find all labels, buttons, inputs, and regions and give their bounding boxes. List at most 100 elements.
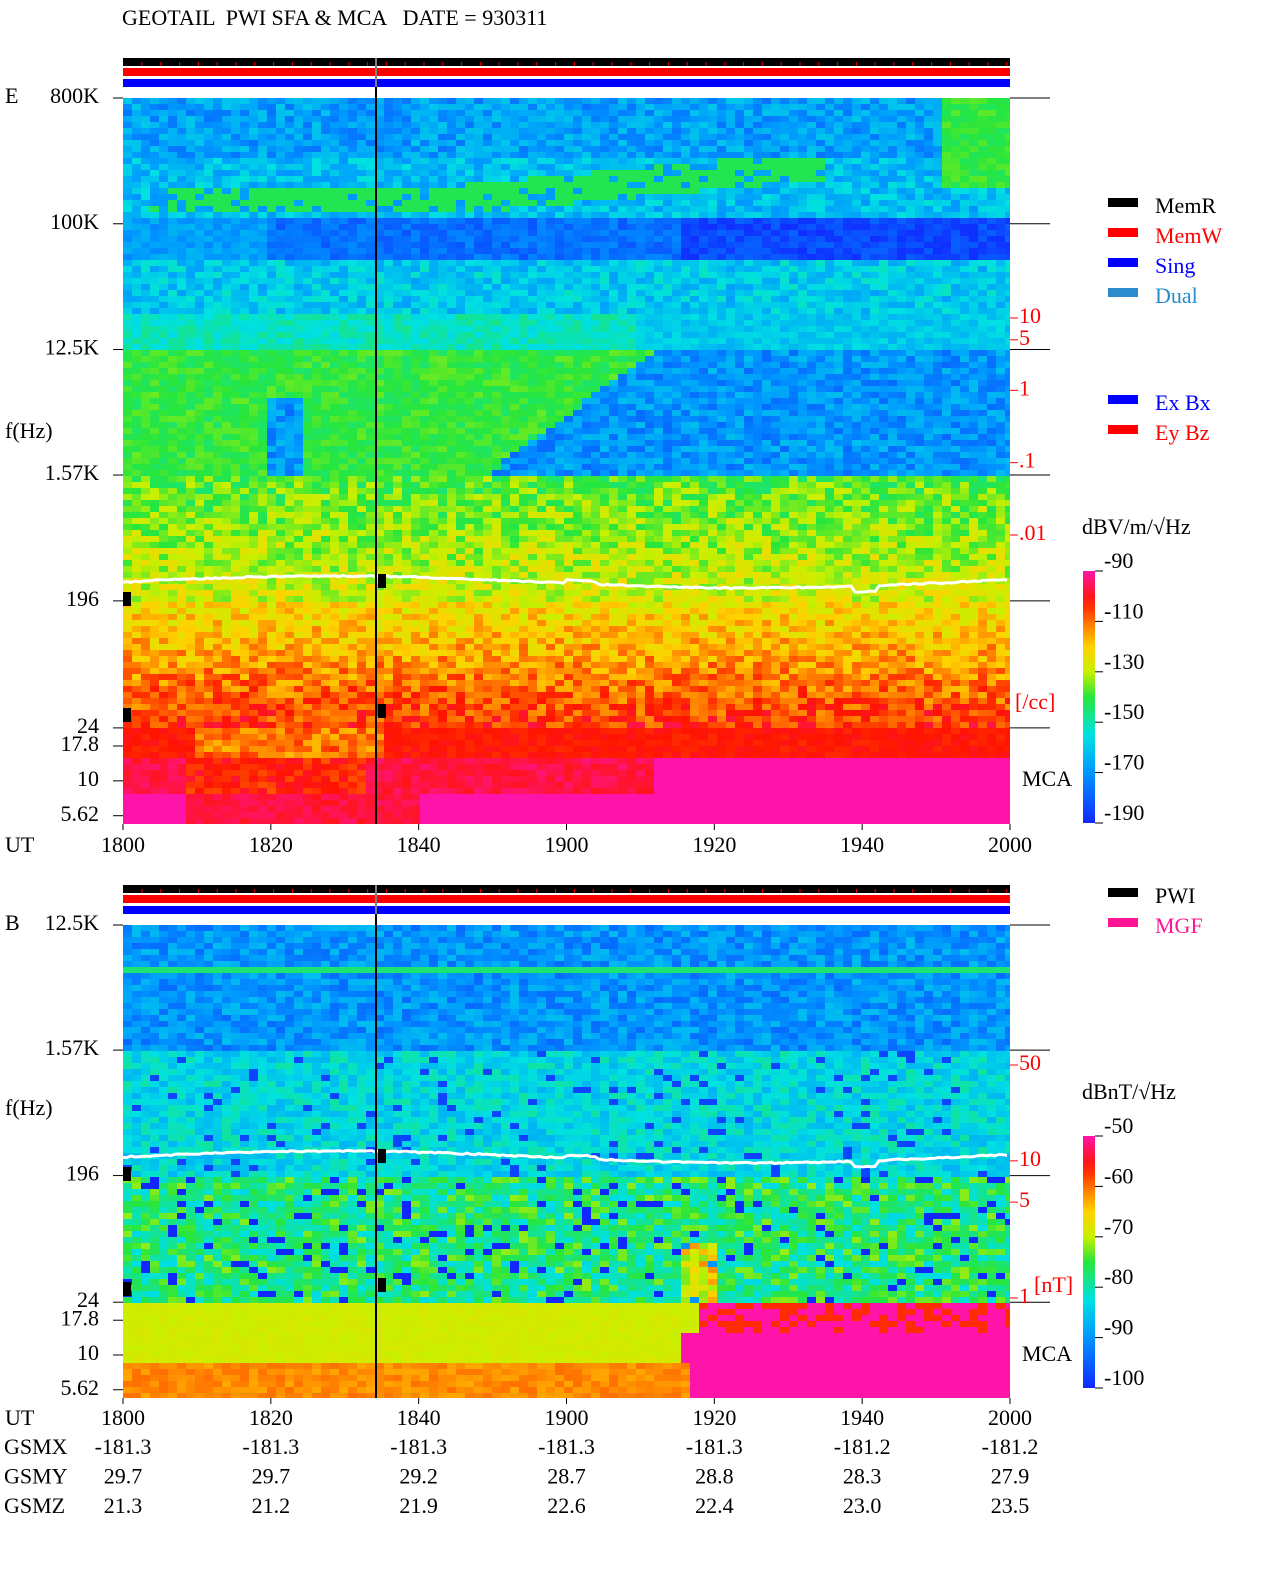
spectrogram-cell xyxy=(258,260,268,267)
spectrogram-cell xyxy=(339,122,349,129)
spectrogram-cell xyxy=(501,224,511,231)
spectrogram-cell xyxy=(150,194,160,201)
spectrogram-cell xyxy=(816,344,826,351)
spectrogram-cell xyxy=(285,362,295,369)
spectrogram-cell xyxy=(879,116,889,123)
spectrogram-cell xyxy=(537,224,547,231)
spectrogram-cell xyxy=(501,200,511,207)
spectrogram-cell xyxy=(312,350,322,357)
spectrogram-cell xyxy=(195,218,205,225)
spectrogram-cell xyxy=(699,350,709,357)
spectrogram-cell xyxy=(753,278,763,285)
spectrogram-cell xyxy=(420,188,430,195)
spectrogram-cell xyxy=(771,368,781,375)
spectrogram-cell xyxy=(303,398,313,405)
spectrogram-cell xyxy=(213,344,223,351)
spectrogram-cell xyxy=(726,224,736,231)
spectrogram-cell xyxy=(510,302,520,309)
spectrogram-cell xyxy=(177,230,187,237)
spectrogram-cell xyxy=(339,248,349,255)
spectrogram-cell xyxy=(609,320,619,327)
spectrogram-cell xyxy=(411,122,421,129)
spectrogram-cell xyxy=(321,188,331,195)
spectrogram-cell xyxy=(465,308,475,315)
spectrogram-cell xyxy=(528,98,538,105)
spectrogram-cell xyxy=(996,350,1006,357)
spectrogram-cell xyxy=(789,176,799,183)
spectrogram-cell xyxy=(132,188,142,195)
spectrogram-cell xyxy=(240,380,250,387)
spectrogram-cell xyxy=(888,140,898,147)
spectrogram-cell xyxy=(168,314,178,321)
spectrogram-cell xyxy=(789,212,799,219)
spectrogram-cell xyxy=(303,170,313,177)
spectrogram-cell xyxy=(870,158,880,165)
spectrogram-cell xyxy=(690,236,700,243)
spectrogram-cell xyxy=(447,284,457,291)
spectrogram-cell xyxy=(1005,386,1010,393)
spectrogram-cell xyxy=(393,164,403,171)
spectrogram-cell xyxy=(240,260,250,267)
spectrogram-cell xyxy=(735,344,745,351)
spectrogram-cell xyxy=(870,242,880,249)
spectrogram-cell xyxy=(744,146,754,153)
spectrogram-cell xyxy=(240,290,250,297)
spectrogram-cell xyxy=(519,122,529,129)
spectrogram-cell xyxy=(132,272,142,279)
spectrogram-cell xyxy=(636,362,646,369)
spectrogram-cell xyxy=(231,134,241,141)
spectrogram-cell xyxy=(555,290,565,297)
spectrogram-cell xyxy=(708,266,718,273)
spectrogram-cell xyxy=(897,230,907,237)
spectrogram-cell xyxy=(942,146,952,153)
spectrogram-cell xyxy=(879,356,889,363)
spectrogram-cell xyxy=(483,302,493,309)
spectrogram-cell xyxy=(474,122,484,129)
spectrogram-cell xyxy=(213,332,223,339)
spectrogram-cell xyxy=(609,182,619,189)
spectrogram-cell xyxy=(429,170,439,177)
spectrogram-cell xyxy=(222,140,232,147)
spectrogram-cell xyxy=(1005,170,1010,177)
spectrogram-cell xyxy=(690,326,700,333)
spectrogram-cell xyxy=(879,344,889,351)
spectrogram-cell xyxy=(591,206,601,213)
spectrogram-cell xyxy=(483,272,493,279)
spectrogram-cell xyxy=(816,206,826,213)
spectrogram-cell xyxy=(204,152,214,159)
spectrogram-cell xyxy=(249,104,259,111)
spectrogram-cell xyxy=(240,350,250,357)
spectrogram-cell xyxy=(897,236,907,243)
spectrogram-cell xyxy=(663,254,673,261)
spectrogram-cell xyxy=(447,278,457,285)
spectrogram-cell xyxy=(285,338,295,345)
spectrogram-cell xyxy=(735,188,745,195)
spectrogram-cell xyxy=(258,230,268,237)
spectrogram-cell xyxy=(762,188,772,195)
spectrogram-cell xyxy=(177,386,187,393)
spectrogram-cell xyxy=(240,332,250,339)
spectrogram-cell xyxy=(906,338,916,345)
spectrogram-cell xyxy=(420,386,430,393)
spectrogram-cell xyxy=(438,134,448,141)
spectrogram-cell xyxy=(366,368,376,375)
spectrogram-cell xyxy=(411,380,421,387)
spectrogram-cell xyxy=(600,134,610,141)
spectrogram-cell xyxy=(969,272,979,279)
spectrogram-cell xyxy=(726,362,736,369)
spectrogram-cell xyxy=(816,170,826,177)
spectrogram-cell xyxy=(699,176,709,183)
spectrogram-cell xyxy=(564,332,574,339)
spectrogram-cell xyxy=(411,290,421,297)
spectrogram-cell xyxy=(636,140,646,147)
spectrogram-cell xyxy=(627,116,637,123)
spectrogram-cell xyxy=(735,272,745,279)
spectrogram-cell xyxy=(357,152,367,159)
spectrogram-cell xyxy=(249,98,259,105)
spectrogram-cell xyxy=(429,350,439,357)
spectrogram-cell xyxy=(636,98,646,105)
spectrogram-cell xyxy=(600,326,610,333)
spectrogram-cell xyxy=(573,176,583,183)
spectrogram-cell xyxy=(384,314,394,321)
spectrogram-cell xyxy=(960,182,970,189)
